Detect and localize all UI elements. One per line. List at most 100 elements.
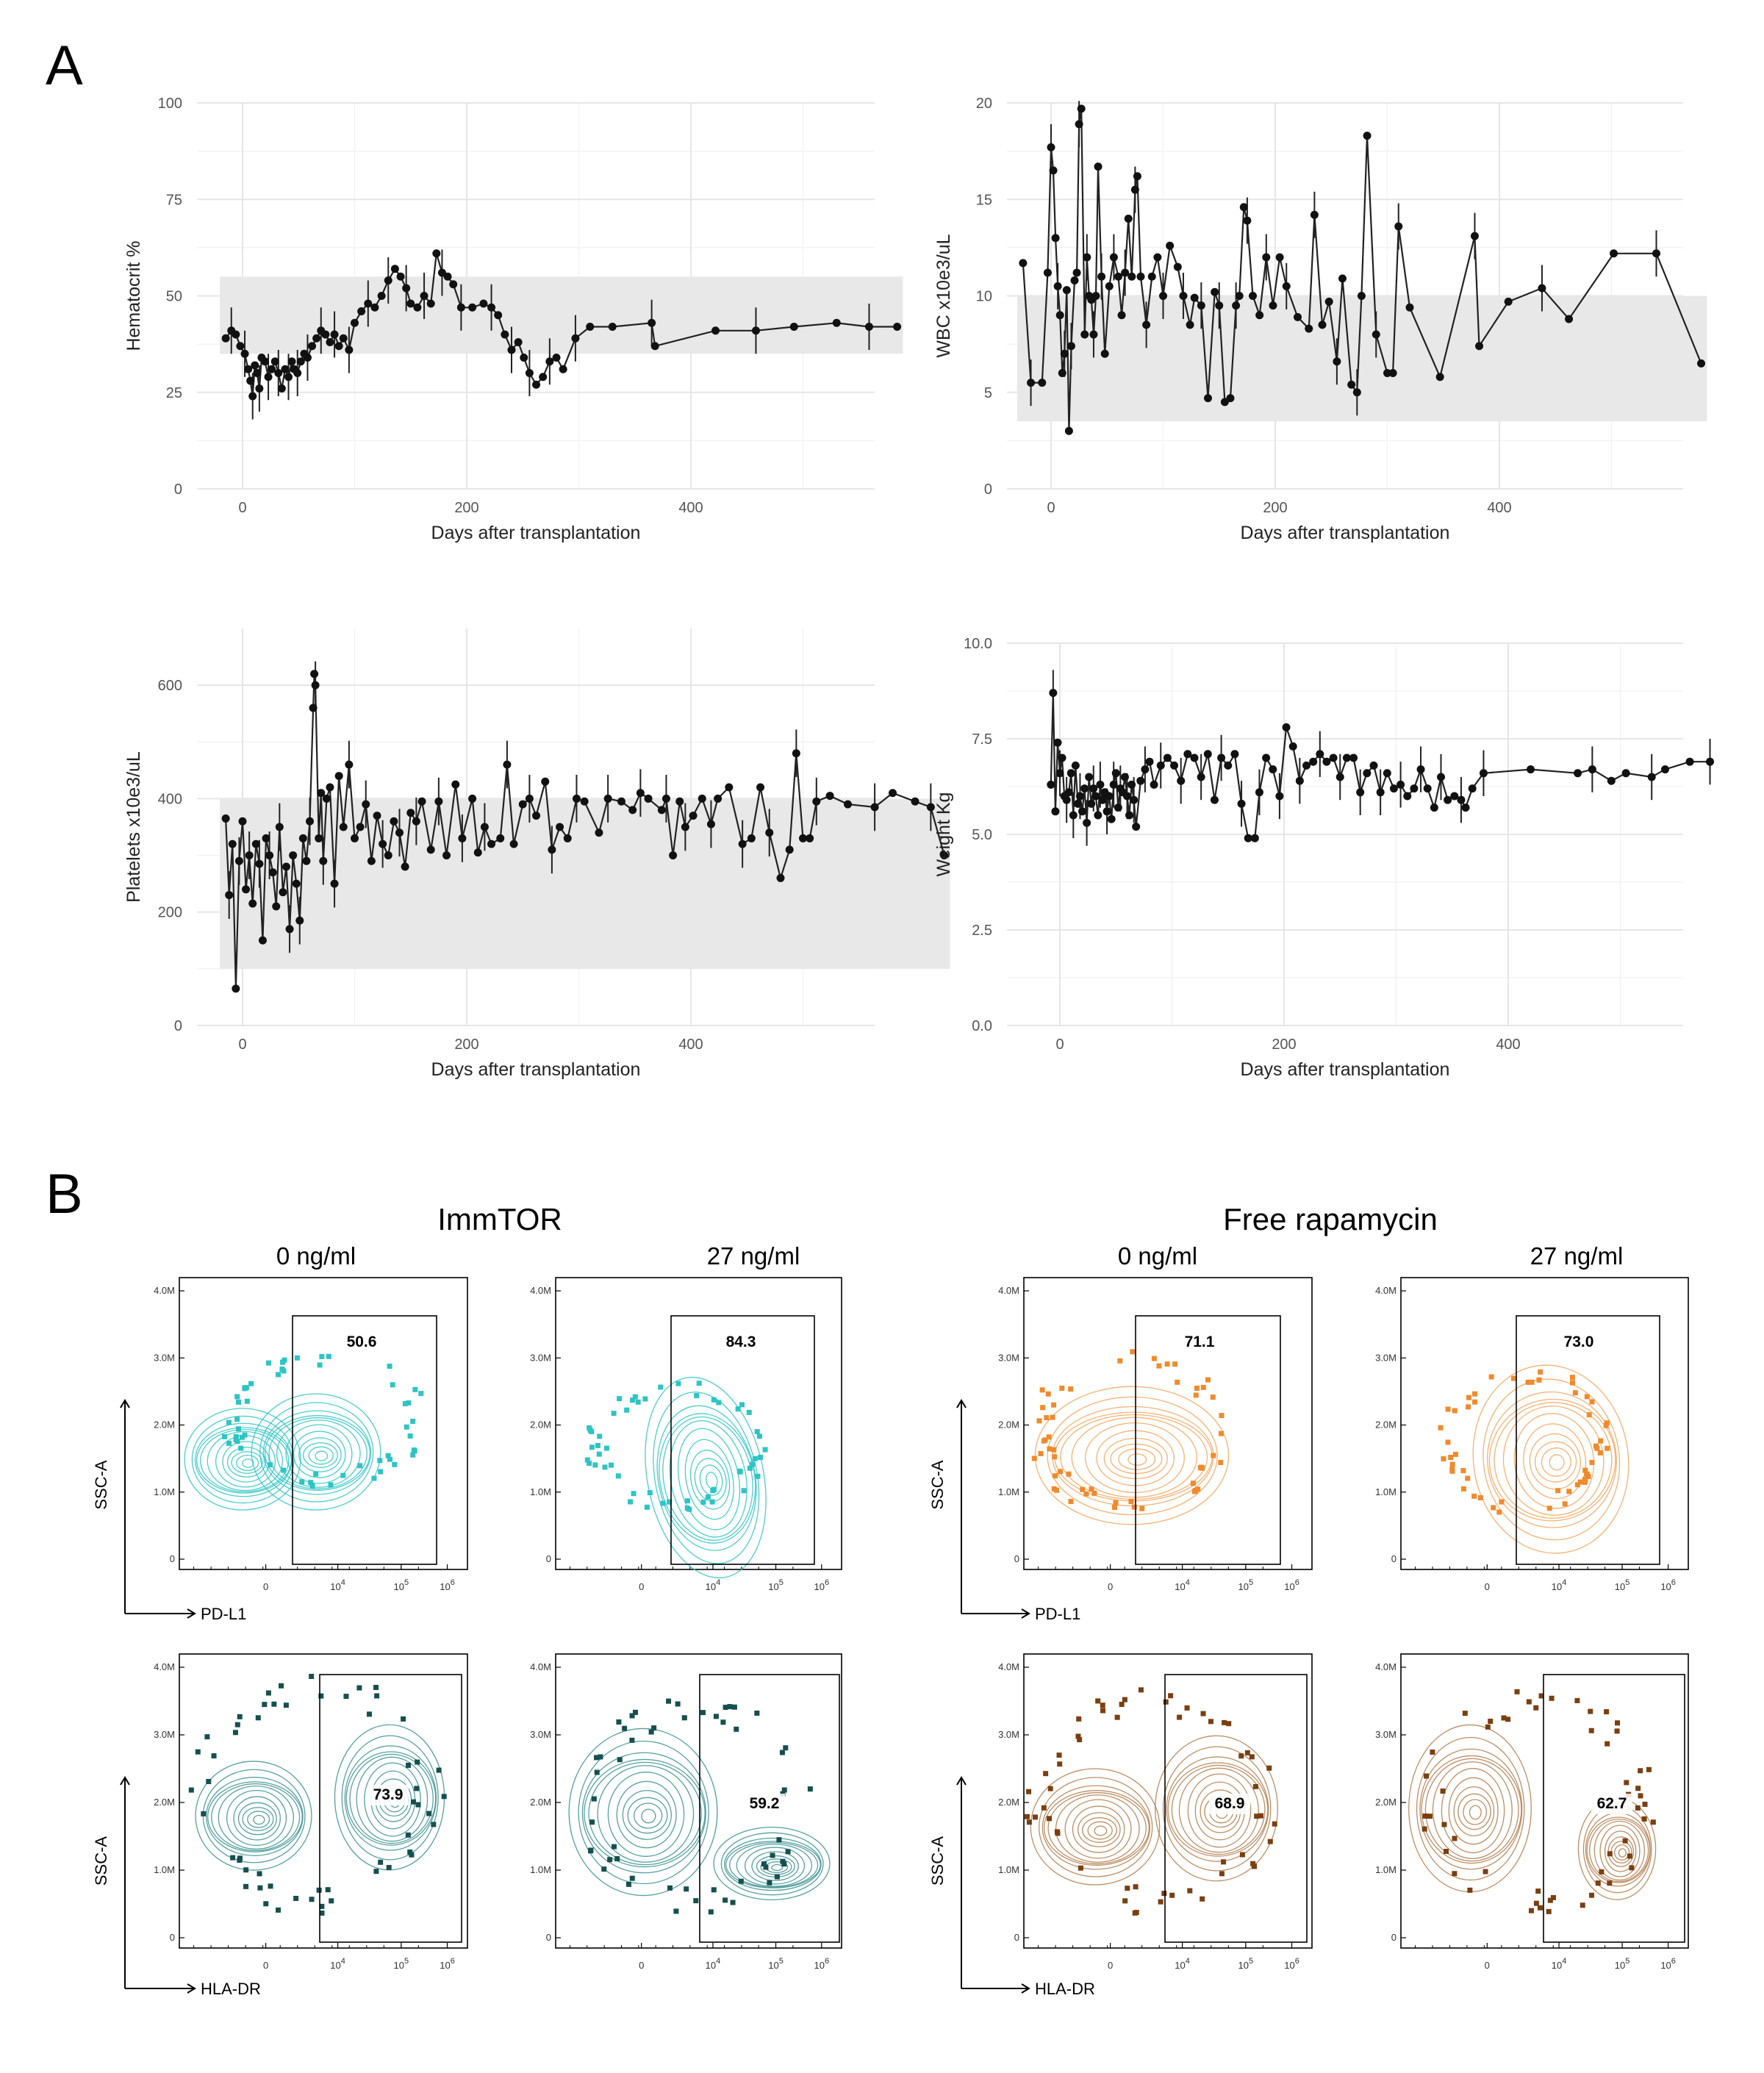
outlier-event <box>1482 1869 1488 1875</box>
panel-b-flow-plots: ImmTOR Free rapamycin 0 ng/ml 27 ng/ml 0 ng/… <box>92 1202 1689 1998</box>
data-point <box>1262 253 1271 262</box>
outlier-event <box>1588 1728 1594 1733</box>
data-point <box>1232 301 1241 310</box>
data-point <box>1150 780 1158 789</box>
data-point <box>675 797 684 806</box>
contour-line <box>1118 1448 1156 1470</box>
condition-label: 27 ng/ml <box>707 1242 800 1270</box>
data-point <box>1309 757 1318 766</box>
outlier-event <box>1054 1487 1060 1493</box>
data-point <box>308 342 317 351</box>
contour-line <box>684 1439 734 1520</box>
outlier-event <box>230 1855 236 1861</box>
y-tick-label: 75 <box>166 192 182 208</box>
y-tick-label: 4.0M <box>998 1285 1019 1296</box>
data-point <box>449 280 458 289</box>
data-point <box>1369 761 1378 770</box>
data-point <box>442 851 451 860</box>
contour-line <box>200 1428 290 1493</box>
outlier-event <box>1514 1689 1520 1694</box>
reference-range-band <box>1017 296 1707 422</box>
data-point <box>1066 342 1075 351</box>
outlier-event <box>1577 1479 1583 1485</box>
contour-line <box>276 1419 361 1488</box>
data-point <box>287 357 296 366</box>
outlier-event <box>1641 1816 1647 1822</box>
outlier-event <box>776 1837 782 1843</box>
outlier-event <box>1200 1711 1206 1716</box>
y-axis-arrowhead <box>120 1399 130 1408</box>
outlier-event <box>366 1711 372 1717</box>
contour-line <box>1087 1821 1113 1840</box>
outlier-event <box>611 1411 617 1417</box>
y-axis-label: SSC-A <box>928 1460 947 1510</box>
outlier-event <box>1488 1374 1494 1380</box>
data-point <box>379 839 387 848</box>
outlier-event <box>700 1499 706 1505</box>
outlier-event <box>711 1397 717 1403</box>
outlier-event <box>1460 1468 1466 1474</box>
contour-line <box>1604 1830 1637 1872</box>
outlier-event <box>731 1704 737 1710</box>
outlier-event <box>237 1858 243 1863</box>
data-point <box>1706 757 1714 766</box>
outlier-event <box>1538 1369 1544 1375</box>
y-tick-label: 0 <box>170 1553 175 1564</box>
outlier-event <box>594 1769 600 1775</box>
outlier-event <box>1197 1465 1203 1471</box>
outlier-event <box>1156 1363 1162 1369</box>
data-point <box>1295 776 1304 785</box>
data-point <box>1383 369 1391 377</box>
data-point <box>756 783 765 792</box>
x-tick-label: 106 <box>814 1578 829 1592</box>
outlier-event <box>1604 1420 1610 1426</box>
contour-line <box>641 1808 656 1824</box>
outlier-event <box>340 1472 346 1478</box>
outlier-event <box>1052 1454 1058 1460</box>
contour-line <box>627 1797 668 1834</box>
data-point <box>295 916 304 925</box>
outlier-event <box>257 1885 263 1891</box>
data-point <box>1114 272 1122 281</box>
x-tick-label: 104 <box>330 1578 345 1592</box>
outlier-event <box>201 1811 207 1816</box>
y-tick-label: 10.0 <box>964 636 992 652</box>
data-point <box>893 323 902 331</box>
data-point <box>1262 753 1271 762</box>
outlier-event <box>723 1705 728 1711</box>
outlier-event <box>1642 1801 1648 1807</box>
x-tick-exponent: 6 <box>451 1578 455 1587</box>
x-tick-label: 105 <box>768 1957 784 1971</box>
outlier-event <box>243 1883 249 1889</box>
x-tick-exponent: 4 <box>716 1957 720 1966</box>
contour-line <box>1535 1441 1577 1483</box>
contour-line <box>1039 1777 1153 1877</box>
data-point <box>384 276 392 284</box>
data-point <box>339 823 348 831</box>
y-tick-label: 0 <box>984 481 992 498</box>
outlier-event <box>1501 1715 1507 1721</box>
contour-line <box>659 1413 756 1544</box>
data-point <box>302 856 311 865</box>
outlier-event <box>705 1494 711 1500</box>
outlier-event <box>1158 1899 1164 1905</box>
contour-line <box>1502 1406 1605 1516</box>
data-point <box>1043 268 1052 277</box>
x-tick-label: 200 <box>454 500 478 516</box>
data-point <box>272 902 281 911</box>
axis-arrows-2: SSC-A PD-L1 <box>928 1399 1080 1623</box>
y-tick-label: 0 <box>1391 1932 1396 1943</box>
outlier-event <box>1536 1377 1542 1383</box>
data-point <box>1097 272 1106 281</box>
y-tick-label: 1.0M <box>998 1486 1019 1497</box>
x-axis-title: Days after transplantation <box>1241 523 1450 543</box>
outlier-event <box>1267 1839 1273 1844</box>
outlier-event <box>754 1710 760 1716</box>
y-tick-label: 3.0M <box>1375 1352 1396 1363</box>
outlier-event <box>666 1698 672 1704</box>
data-point <box>1136 776 1145 785</box>
y-axis-label: SSC-A <box>928 1836 947 1886</box>
y-tick-label: 20 <box>976 96 992 112</box>
outlier-event <box>1266 1765 1272 1771</box>
y-tick-label: 400 <box>158 791 182 807</box>
